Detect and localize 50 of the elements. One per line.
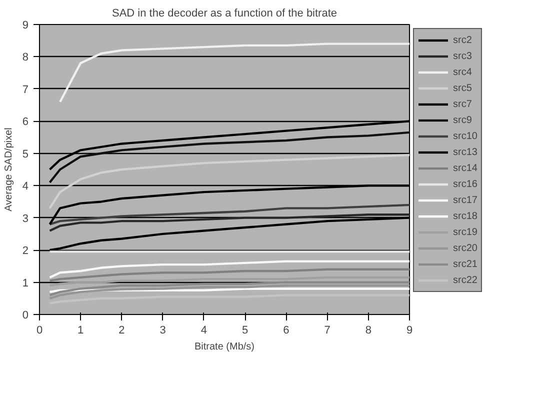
line-series — [48, 294, 410, 304]
chart-title: SAD in the decoder as a function of the bitrate — [112, 8, 338, 20]
legend-label: src22 — [453, 274, 478, 287]
x-tick-label: 8 — [365, 324, 372, 336]
y-tick-label: 7 — [22, 84, 29, 96]
x-tick-label: 2 — [118, 324, 125, 336]
legend-label: src17 — [453, 194, 478, 207]
legend-label: src9 — [453, 114, 473, 127]
legend-label: src2 — [453, 34, 473, 47]
y-tick-label: 5 — [22, 148, 29, 160]
legend-label: src18 — [453, 210, 478, 223]
line-series — [48, 276, 410, 287]
legend-label: src13 — [453, 146, 478, 159]
y-tick-label: 6 — [22, 116, 29, 128]
line-series — [48, 131, 410, 184]
x-tick-label: 0 — [36, 324, 43, 336]
line-series — [58, 42, 410, 103]
line-series — [48, 204, 410, 226]
x-tick-label: 5 — [242, 324, 248, 336]
x-tick-label: 3 — [160, 324, 166, 336]
y-axis-title: Average SAD/pixel — [3, 128, 14, 212]
x-tick-label: 7 — [324, 324, 330, 336]
y-tick-label: 1 — [22, 277, 29, 290]
y-tick-label: 4 — [22, 180, 29, 193]
x-tick-label: 9 — [406, 324, 413, 336]
x-tick-label: 1 — [78, 324, 84, 336]
line-series — [48, 260, 410, 279]
line-series — [48, 214, 410, 232]
y-tick-label: 2 — [22, 245, 29, 258]
legend-label: src7 — [453, 98, 473, 111]
legend-label: src16 — [453, 178, 478, 191]
legend-label: src4 — [453, 66, 473, 79]
line-series — [48, 281, 410, 296]
y-tick-label: 9 — [22, 20, 29, 32]
legend-label: src14 — [453, 162, 478, 175]
y-tick-label: 8 — [22, 52, 29, 64]
x-tick-label: 4 — [200, 324, 208, 336]
line-series — [48, 268, 410, 282]
legend-label: src5 — [453, 82, 473, 95]
line-series — [48, 284, 410, 300]
y-tick-label: 3 — [22, 212, 29, 225]
legend-label: src10 — [453, 130, 478, 143]
legend-label: src21 — [453, 258, 478, 271]
y-tick-label: 0 — [22, 310, 29, 322]
legend-label: src19 — [453, 226, 478, 239]
line-series — [48, 154, 410, 210]
legend-label: src20 — [453, 242, 478, 255]
x-tick-label: 6 — [283, 324, 290, 336]
legend-label: src3 — [453, 50, 473, 63]
x-axis-title: Bitrate (Mb/s) — [194, 342, 255, 352]
